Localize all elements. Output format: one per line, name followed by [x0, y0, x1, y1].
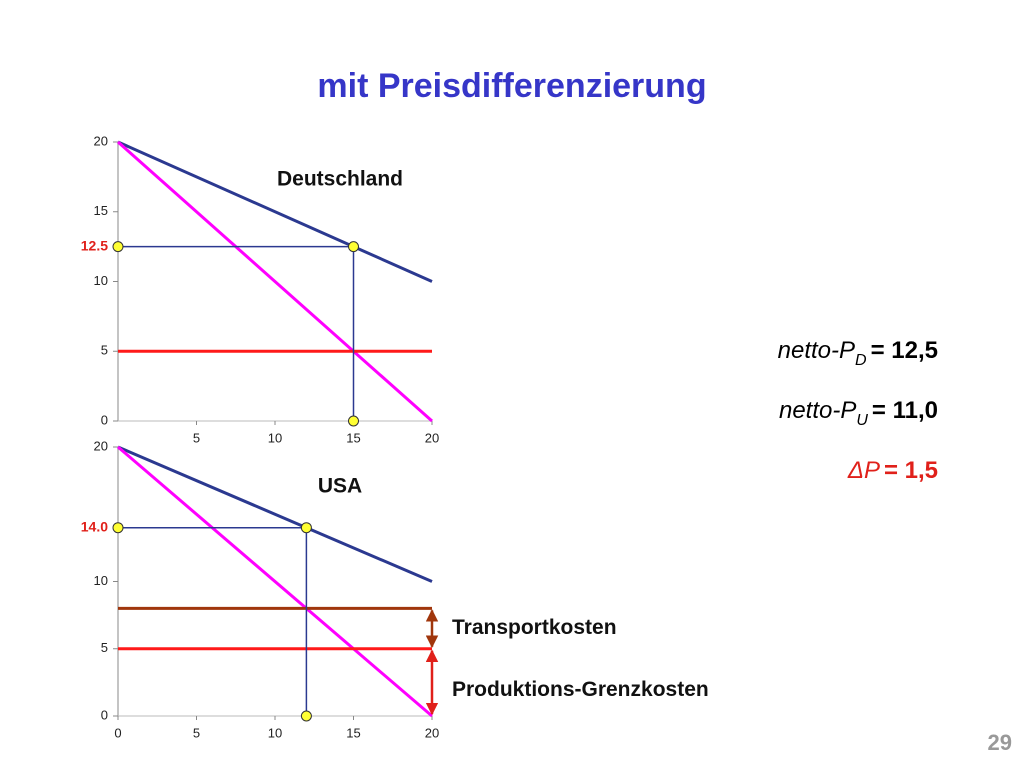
price-point — [112, 522, 124, 534]
y-tick-label: 5 — [101, 640, 108, 655]
result-sub: U — [856, 412, 868, 429]
result-text: netto-P — [779, 397, 856, 424]
y-tick-label: 20 — [94, 438, 108, 453]
page-number: 29 — [988, 730, 1012, 755]
slide-title: mit Preisdifferenzierung — [317, 67, 706, 105]
x-tick-label: 20 — [425, 430, 439, 445]
x-tick-label: 10 — [268, 430, 282, 445]
y-tick-label: 15 — [94, 203, 108, 218]
result-value: = 11,0 — [872, 397, 938, 424]
y-tick-label: 10 — [94, 273, 108, 288]
result-2: netto-PU = 11,0 — [779, 397, 938, 429]
x-tick-label: 5 — [193, 430, 200, 445]
curve — [117, 445, 433, 718]
x-tick-label: 15 — [346, 430, 360, 445]
y-tick-label: 10 — [94, 573, 108, 588]
bracket-label: Produktions-Grenzkosten — [452, 678, 709, 701]
x-tick-label: 15 — [346, 725, 360, 740]
curve — [117, 140, 433, 283]
result-text: ΔP — [847, 457, 880, 484]
optimum-point — [348, 241, 359, 253]
curve — [117, 445, 433, 583]
bracket-label: Transportkosten — [452, 616, 617, 639]
price-label: 14.0 — [81, 518, 108, 534]
y-tick-label: 0 — [101, 707, 108, 722]
curve — [117, 140, 433, 423]
chart-title: Deutschland — [277, 168, 403, 191]
x-tick-label: 10 — [268, 725, 282, 740]
chart-title: USA — [318, 475, 362, 498]
x-tick-label: 5 — [193, 725, 200, 740]
y-tick-label: 5 — [101, 343, 108, 358]
y-tick-label: 0 — [101, 412, 108, 427]
optimum-point — [300, 522, 312, 534]
price-point — [112, 241, 124, 253]
y-tick-label: 20 — [94, 133, 108, 148]
x-tick-label: 20 — [425, 725, 439, 740]
x-tick-label: 0 — [114, 725, 121, 740]
result-value: = 12,5 — [871, 337, 938, 364]
result-1: netto-PD = 12,5 — [778, 337, 938, 369]
result-3: ΔP = 1,5 — [847, 457, 938, 484]
quantity-point — [300, 710, 312, 722]
result-text: netto-P — [778, 337, 855, 364]
quantity-point — [348, 415, 359, 427]
price-label: 12.5 — [81, 237, 108, 253]
result-sub: D — [855, 352, 867, 369]
result-value: = 1,5 — [884, 457, 938, 484]
